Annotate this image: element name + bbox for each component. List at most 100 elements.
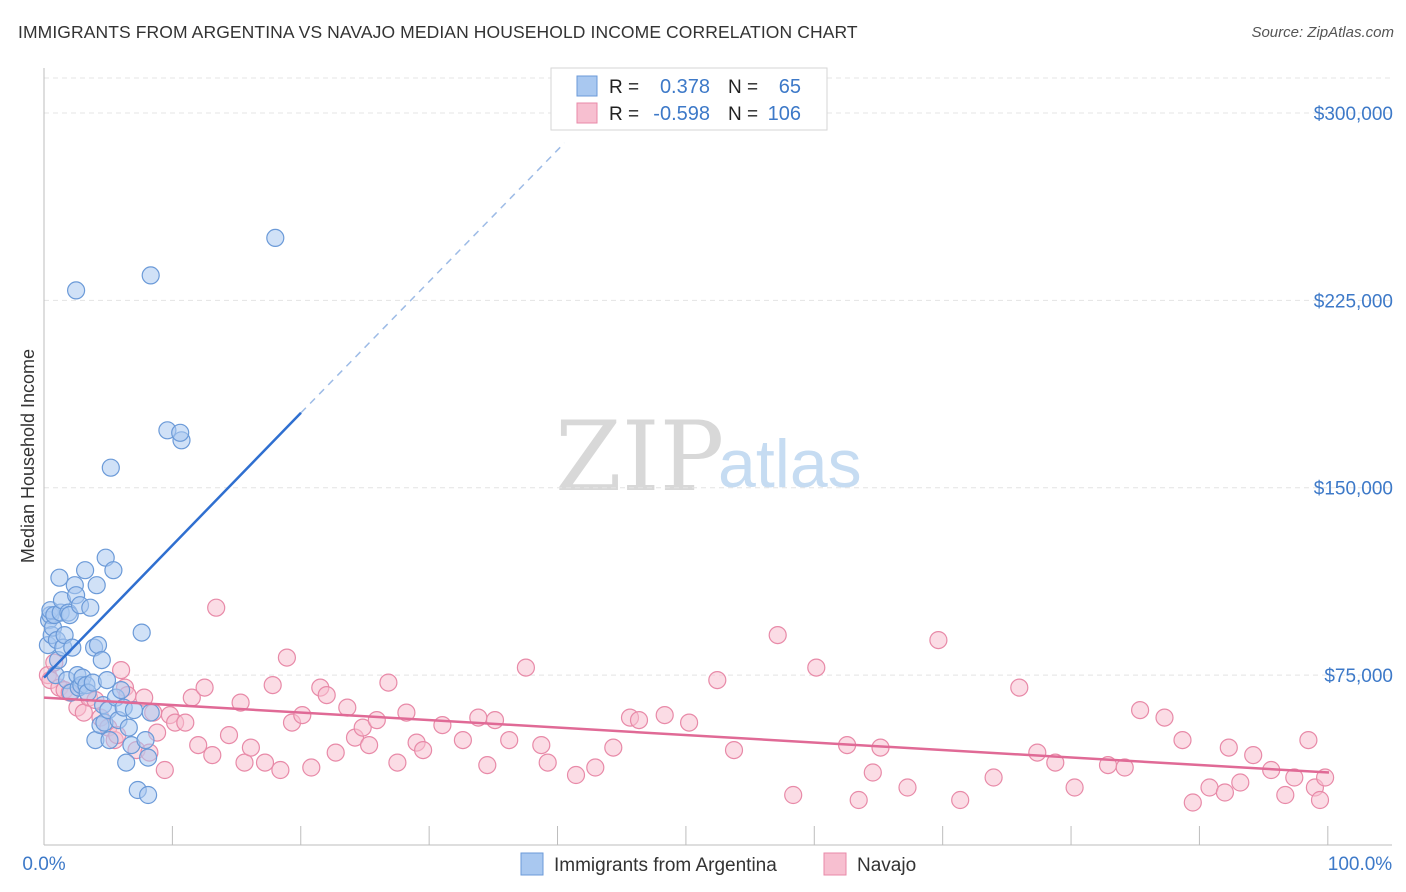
- point-pink: [1010, 678, 1029, 697]
- point-blue: [266, 228, 285, 247]
- stats-pink-n-label: N =: [728, 104, 758, 125]
- point-blue: [87, 576, 106, 595]
- source-credit: Source: ZipAtlas.com: [1251, 24, 1394, 41]
- point-pink: [235, 753, 254, 772]
- x-tick-label-min: 0.0%: [22, 854, 65, 875]
- point-pink: [784, 785, 803, 805]
- point-pink: [532, 735, 551, 755]
- point-pink: [1183, 793, 1202, 812]
- point-pink: [388, 753, 407, 772]
- y-tick-label: $225,000: [1314, 291, 1393, 312]
- point-pink: [255, 753, 275, 772]
- point-blue: [119, 718, 138, 737]
- legend-swatch-argentina: [520, 852, 544, 876]
- stats-blue-r-label: R =: [609, 77, 639, 98]
- point-pink: [189, 735, 208, 755]
- chart-title: IMMIGRANTS FROM ARGENTINA VS NAVAJO MEDI…: [18, 22, 858, 42]
- point-blue: [171, 423, 190, 442]
- point-pink: [176, 713, 195, 732]
- gridlines: [44, 77, 1392, 676]
- stats-blue-n-value: 65: [779, 76, 801, 98]
- point-pink: [984, 768, 1003, 787]
- point-blue: [141, 703, 160, 722]
- stats-pink-n-value: 106: [768, 103, 801, 125]
- x-axis-ticks: [43, 826, 1329, 845]
- point-blue: [97, 670, 117, 690]
- point-pink: [849, 790, 868, 810]
- point-pink: [271, 760, 290, 780]
- point-pink: [898, 778, 917, 797]
- point-pink: [500, 730, 519, 750]
- point-pink: [135, 688, 154, 707]
- stats-blue-r-value: 0.378: [660, 76, 710, 98]
- point-blue: [66, 281, 86, 300]
- point-pink: [768, 625, 787, 645]
- point-pink: [604, 738, 623, 757]
- legend: Immigrants from Argentina Navajo: [520, 852, 916, 876]
- point-pink: [1285, 768, 1304, 787]
- point-blue: [104, 561, 123, 580]
- point-blue: [136, 730, 155, 750]
- point-pink: [263, 675, 282, 695]
- point-pink: [1276, 785, 1295, 805]
- point-pink: [566, 765, 586, 785]
- y-tick-label: $300,000: [1314, 104, 1393, 125]
- point-pink: [1173, 730, 1192, 750]
- point-pink: [1244, 745, 1263, 765]
- point-pink: [478, 755, 497, 775]
- watermark-zip: ZIP: [555, 401, 724, 513]
- point-pink: [863, 763, 882, 782]
- point-pink: [1155, 708, 1174, 727]
- x-tick-label-max: 100.0%: [1328, 854, 1393, 875]
- point-pink: [655, 705, 674, 725]
- stats-swatch-pink: [576, 102, 598, 124]
- stats-pink-r-label: R =: [609, 104, 639, 125]
- point-pink: [1200, 778, 1219, 797]
- point-pink: [207, 598, 226, 617]
- point-blue: [88, 635, 108, 655]
- stats-swatch-blue: [576, 75, 598, 97]
- point-blue: [111, 680, 131, 700]
- point-blue: [141, 266, 160, 285]
- point-pink: [219, 725, 239, 745]
- point-pink: [414, 740, 433, 760]
- point-blue: [50, 568, 69, 587]
- point-pink: [708, 670, 727, 690]
- y-tick-label: $150,000: [1314, 479, 1393, 500]
- trend-line-blue-extension: [300, 142, 565, 414]
- point-blue: [139, 748, 158, 767]
- point-pink: [379, 673, 398, 692]
- y-tick-label: $75,000: [1324, 666, 1393, 687]
- point-blue: [92, 650, 111, 670]
- point-pink: [195, 678, 214, 697]
- point-pink: [302, 758, 321, 777]
- point-pink: [277, 648, 296, 667]
- point-pink: [538, 753, 557, 772]
- trend-line-pink: [43, 696, 1330, 774]
- data-points: [38, 228, 1335, 812]
- point-pink: [433, 715, 452, 735]
- point-pink: [1215, 783, 1235, 802]
- watermark-atlas: atlas: [718, 426, 862, 502]
- point-blue: [100, 730, 119, 750]
- point-pink: [679, 713, 699, 732]
- trend-line-blue: [43, 411, 302, 679]
- point-pink: [929, 630, 948, 650]
- y-axis-tick-labels: $75,000 $150,000 $225,000 $300,000: [1314, 104, 1393, 687]
- point-pink: [397, 703, 416, 722]
- point-pink: [1299, 730, 1318, 750]
- point-pink: [317, 685, 336, 705]
- stats-blue-n-label: N =: [728, 77, 758, 98]
- point-pink: [1231, 773, 1250, 792]
- point-pink: [807, 658, 826, 677]
- point-pink: [360, 735, 379, 755]
- legend-label-navajo: Navajo: [857, 855, 916, 876]
- trend-lines: [43, 142, 1330, 774]
- point-pink: [1065, 778, 1084, 797]
- stats-box: R = 0.378 N = 65 R = -0.598 N = 106: [550, 67, 828, 131]
- point-pink: [724, 740, 744, 760]
- point-pink: [1028, 743, 1047, 762]
- point-blue: [81, 598, 100, 617]
- point-pink: [367, 710, 386, 730]
